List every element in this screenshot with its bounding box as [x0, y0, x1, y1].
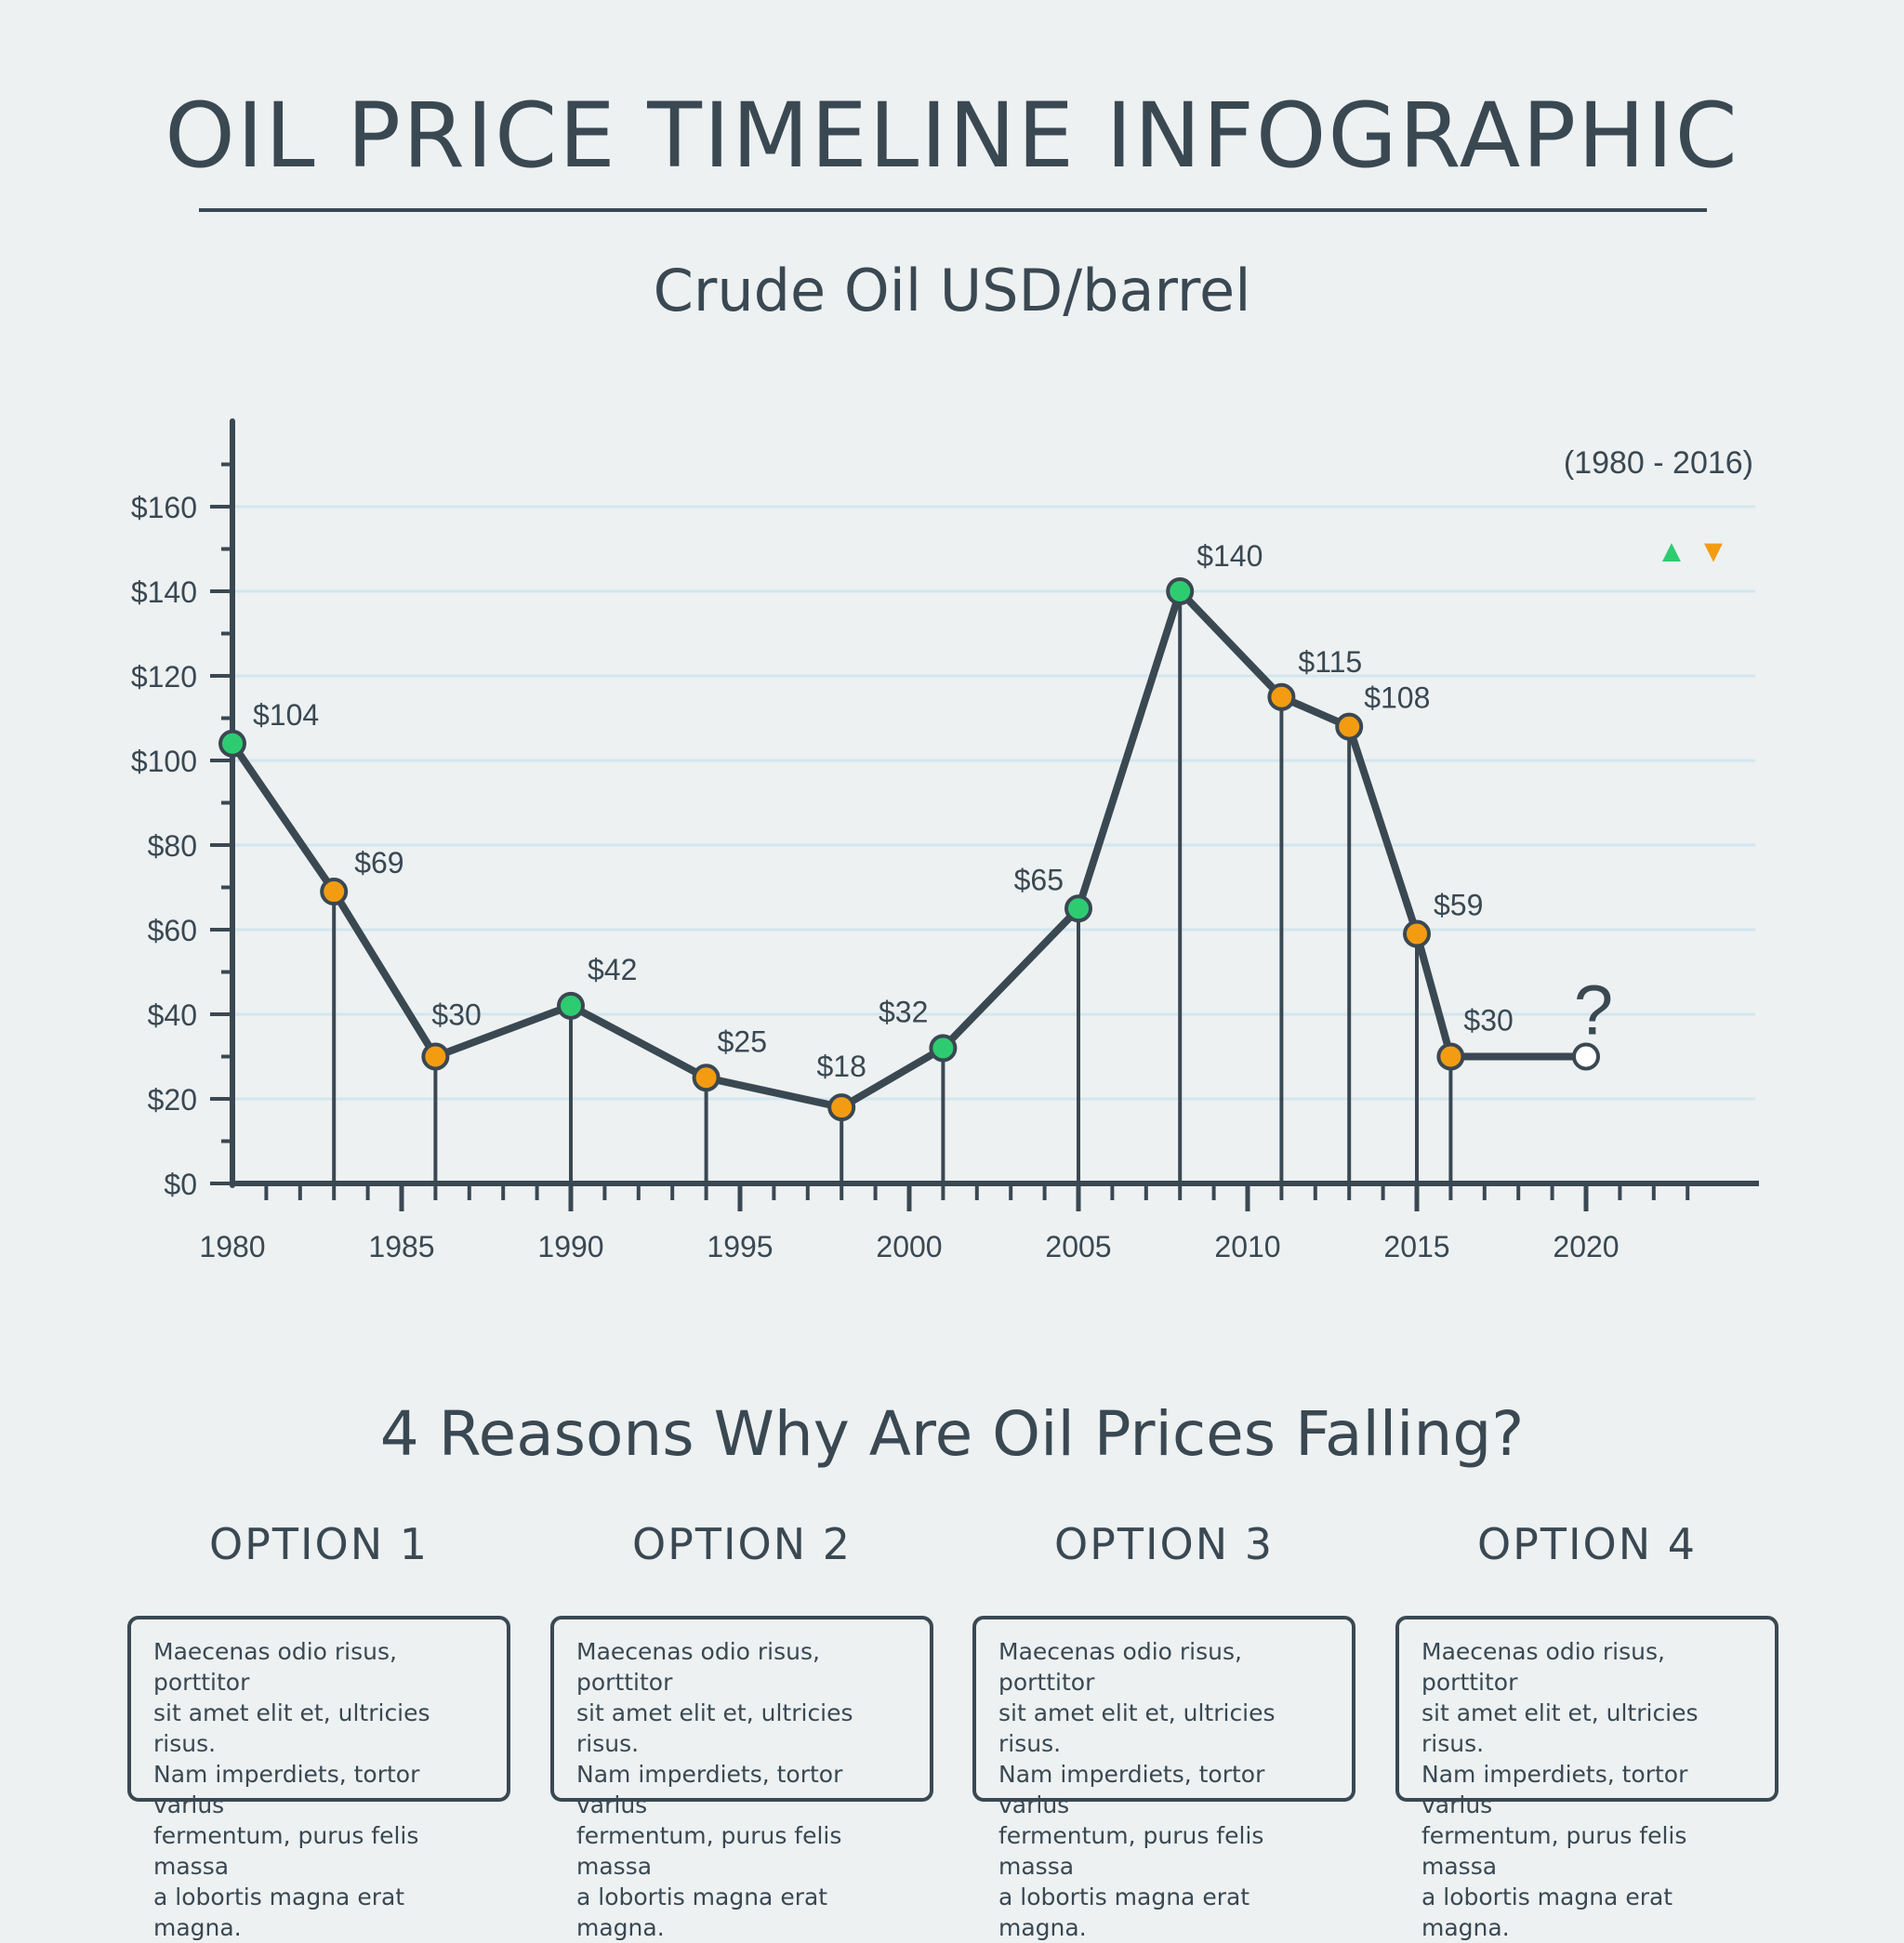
data-label: $30: [1463, 1004, 1513, 1038]
option-text-line: fermentum, purus felis massa: [576, 1822, 842, 1880]
x-tick-label: 2000: [876, 1230, 942, 1263]
option-text-line: Nam imperdiets, tortor varius: [998, 1761, 1265, 1818]
period-label: (1980 - 2016): [1564, 445, 1753, 481]
legend-fall-icon: ▼: [1698, 534, 1729, 569]
data-point: [1335, 712, 1364, 741]
data-point: [218, 729, 246, 758]
data-point: [692, 1064, 721, 1092]
data-point: [827, 1093, 856, 1122]
option-text-line: Nam imperdiets, tortor varius: [576, 1761, 843, 1818]
option-text-line: fermentum, purus felis massa: [153, 1822, 419, 1880]
reasons-heading: 4 Reasons Why Are Oil Prices Falling?: [379, 1398, 1525, 1470]
data-label: $104: [253, 698, 319, 732]
data-point: [1436, 1042, 1465, 1071]
option-text-line: a lobortis magna erat magna.: [998, 1884, 1250, 1941]
reason-option-3: OPTION 3 Maecenas odio risus, porttitor …: [972, 1519, 1355, 1941]
data-point: [1403, 919, 1431, 948]
option-text-line: Nam imperdiets, tortor varius: [1421, 1761, 1688, 1818]
x-tick-label: 2010: [1214, 1230, 1280, 1263]
title-underline: [199, 208, 1707, 212]
x-tick-label: 1985: [368, 1230, 434, 1263]
projection-point: [1572, 1042, 1600, 1071]
option-text-line: Maecenas odio risus, porttitor: [576, 1638, 820, 1696]
option-text-line: fermentum, purus felis massa: [1421, 1822, 1687, 1880]
option-text-line: a lobortis magna erat magna.: [576, 1884, 828, 1941]
axis-ticks: $0 $20 $40 $60 $80 $100 $120 $140 $160 1980 1985 19…: [131, 462, 1690, 1263]
option-text-box: Maecenas odio risus, porttitor sit amet …: [127, 1616, 510, 1941]
reason-option-4: OPTION 4 Maecenas odio risus, porttitor …: [1395, 1519, 1778, 1941]
oil-price-chart: $0 $20 $40 $60 $80 $100 $120 $140 $160 1980 1985 19…: [131, 418, 1759, 1263]
x-tick-label: 1990: [537, 1230, 603, 1263]
data-label: $115: [1298, 645, 1362, 679]
axes: [230, 418, 1759, 1188]
data-point: [421, 1042, 450, 1071]
option-text-line: Nam imperdiets, tortor varius: [153, 1761, 420, 1818]
data-points: [218, 577, 1600, 1122]
data-label: $65: [1014, 863, 1064, 896]
data-label: $108: [1364, 681, 1430, 715]
y-tick-label: $20: [148, 1083, 197, 1117]
option-text-line: Maecenas odio risus, porttitor: [998, 1638, 1242, 1696]
x-tick-label: 2015: [1383, 1230, 1449, 1263]
price-series-line: [229, 588, 1455, 1112]
y-tick-label: $120: [131, 660, 197, 694]
data-label: $18: [817, 1050, 866, 1083]
drop-lines: [332, 591, 1453, 1183]
option-text-box: Maecenas odio risus, porttitor sit amet …: [1395, 1616, 1778, 1941]
option-text-line: sit amet elit et, ultricies risus.: [576, 1699, 853, 1757]
x-tick-label: 2005: [1045, 1230, 1111, 1263]
data-point: [557, 991, 585, 1020]
x-tick-label: 1980: [199, 1230, 265, 1263]
data-label: $140: [1197, 539, 1263, 573]
data-label: $42: [588, 953, 637, 986]
data-point: [929, 1034, 958, 1063]
y-tick-label: $60: [148, 914, 197, 947]
data-point: [320, 878, 349, 906]
option-text-line: sit amet elit et, ultricies risus.: [153, 1699, 430, 1757]
y-tick-label: $0: [164, 1168, 197, 1201]
y-tick-label: $80: [148, 829, 197, 863]
gridlines: [232, 505, 1755, 1101]
option-text-line: a lobortis magna erat magna.: [1421, 1884, 1673, 1941]
y-tick-label: $40: [148, 998, 197, 1032]
x-tick-label: 2020: [1553, 1230, 1619, 1263]
reason-option-1: OPTION 1 Maecenas odio risus, porttitor …: [127, 1519, 510, 1941]
option-text-line: Maecenas odio risus, porttitor: [153, 1638, 397, 1696]
option-title: OPTION 4: [1476, 1519, 1698, 1569]
projection-question-label: ?: [1574, 972, 1613, 1051]
option-title: OPTION 2: [631, 1519, 853, 1569]
data-point: [1166, 577, 1195, 605]
option-text-line: sit amet elit et, ultricies risus.: [998, 1699, 1276, 1757]
x-tick-label: 1995: [707, 1230, 773, 1263]
data-label: $25: [718, 1024, 767, 1058]
y-tick-label: $100: [131, 745, 197, 778]
option-title: OPTION 3: [1053, 1519, 1275, 1569]
option-text-line: sit amet elit et, ultricies risus.: [1421, 1699, 1699, 1757]
page-title: OIL PRICE TIMELINE INFOGRAPHIC: [165, 84, 1739, 188]
data-point: [1064, 894, 1092, 923]
reason-option-2: OPTION 2 Maecenas odio risus, porttitor …: [550, 1519, 933, 1941]
option-title: OPTION 1: [208, 1519, 430, 1569]
data-label: $59: [1434, 889, 1483, 922]
option-text-box: Maecenas odio risus, porttitor sit amet …: [550, 1616, 933, 1941]
y-tick-label: $160: [131, 491, 197, 524]
y-tick-label: $140: [131, 575, 197, 609]
data-label: $32: [879, 995, 928, 1028]
option-text-line: Maecenas odio risus, porttitor: [1421, 1638, 1665, 1696]
data-point: [1267, 682, 1296, 711]
option-text-line: fermentum, purus felis massa: [998, 1822, 1264, 1880]
data-label: $30: [431, 998, 481, 1032]
legend-rise-icon: ▲: [1656, 534, 1687, 569]
data-label: $69: [354, 846, 403, 879]
option-text-box: Maecenas odio risus, porttitor sit amet …: [972, 1616, 1355, 1941]
data-labels: $104 $69 $30 $42 $25 $18 $32 $65 $140 $115$108 $59…: [253, 539, 1613, 1083]
chart-subtitle: Crude Oil USD/barrel: [653, 257, 1251, 324]
option-text-line: a lobortis magna erat magna.: [153, 1884, 405, 1941]
